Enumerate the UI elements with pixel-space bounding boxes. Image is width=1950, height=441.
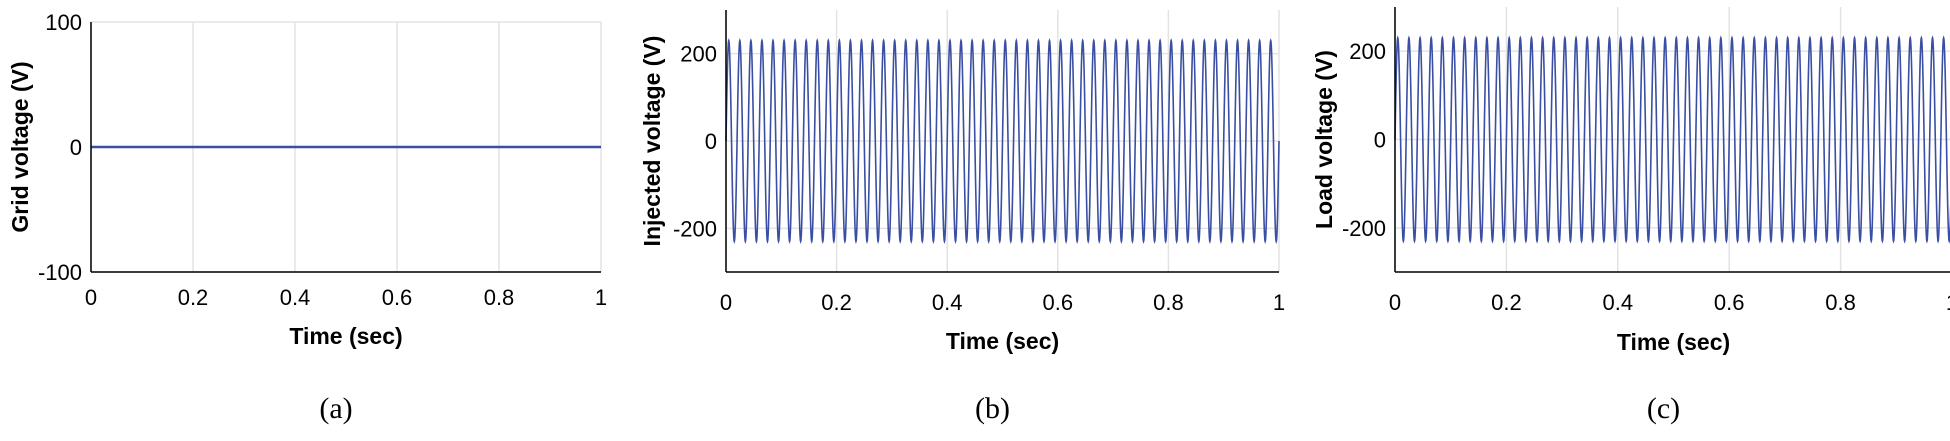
chart-b-series-line xyxy=(725,38,1280,244)
chart-a-x-axis-label: Time (sec) xyxy=(289,323,402,349)
chart-c-series-line xyxy=(1394,35,1950,244)
chart-b-x-tick-label: 0.6 xyxy=(1043,290,1074,315)
chart-b-x-tick-label: 0.4 xyxy=(932,290,963,315)
chart-a-y-tick-label: 0 xyxy=(70,135,82,160)
chart-b-x-tick-label: 0.2 xyxy=(821,290,852,315)
chart-a-y-tick-label: -100 xyxy=(38,260,82,285)
chart-b-x-axis-label: Time (sec) xyxy=(946,328,1059,354)
chart-c-x-tick-label: 0.4 xyxy=(1603,290,1634,315)
chart-c-y-tick-label: 0 xyxy=(1374,128,1386,153)
chart-c: 0 0.2 0.4 0.6 0.8 1 -200 0 200 Time (sec) Load vol… xyxy=(1311,7,1950,425)
chart-a-x-tick-label: 0.2 xyxy=(178,285,209,310)
chart-b-y-tick-label: 0 xyxy=(705,129,717,154)
chart-c-x-tick-label: 0.8 xyxy=(1825,290,1856,315)
chart-b-x-tick-label: 1 xyxy=(1273,290,1285,315)
chart-b-caption: (b) xyxy=(975,392,1010,425)
chart-a-y-axis-label: Grid voltage (V) xyxy=(7,61,33,232)
chart-c-x-tick-label: 0 xyxy=(1389,290,1401,315)
chart-b-x-tick-label: 0.8 xyxy=(1153,290,1184,315)
chart-a-x-tick-label: 0.4 xyxy=(280,285,311,310)
chart-b-y-tick-label: -200 xyxy=(673,216,717,241)
chart-c-x-tick-label: 1 xyxy=(1946,290,1950,315)
chart-c-x-tick-label: 0.2 xyxy=(1491,290,1522,315)
chart-a-caption: (a) xyxy=(319,392,352,425)
chart-a-x-tick-label: 1 xyxy=(595,285,607,310)
chart-b-y-tick-label: 200 xyxy=(680,42,717,67)
chart-c-x-tick-label: 0.6 xyxy=(1714,290,1745,315)
chart-c-y-tick-label: -200 xyxy=(1342,216,1386,241)
chart-c-y-tick-label: 200 xyxy=(1349,39,1386,64)
chart-b-y-axis-label: Injected voltage (V) xyxy=(639,36,665,247)
chart-b: 0 0.2 0.4 0.6 0.8 1 -200 0 200 Time (sec) Injected… xyxy=(639,10,1285,425)
chart-a-x-tick-label: 0.6 xyxy=(382,285,413,310)
chart-b-x-tick-label: 0 xyxy=(720,290,732,315)
chart-a-x-tick-label: 0.8 xyxy=(484,285,515,310)
chart-a-y-tick-label: 100 xyxy=(45,10,82,35)
chart-c-caption: (c) xyxy=(1647,392,1680,425)
chart-a-x-tick-label: 0 xyxy=(85,285,97,310)
chart-c-x-axis-label: Time (sec) xyxy=(1617,329,1730,355)
chart-c-y-axis-label: Load voltage (V) xyxy=(1311,50,1337,229)
